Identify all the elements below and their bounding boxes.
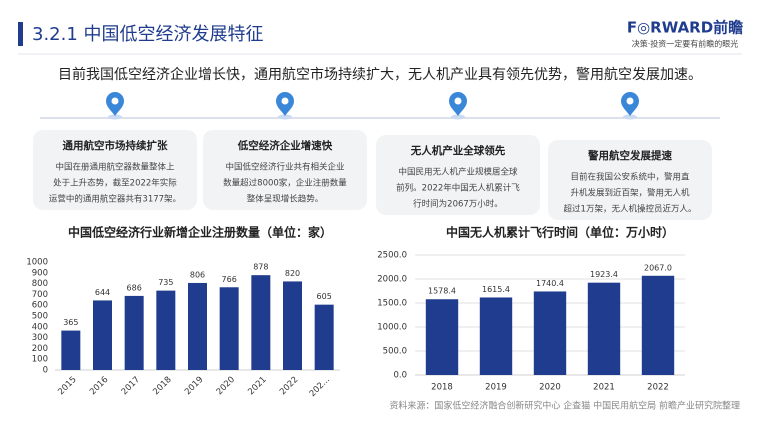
value-label: 2067.0 xyxy=(644,263,672,272)
value-label: 365 xyxy=(63,318,78,327)
y-tick-label: 1000 xyxy=(26,258,48,268)
logo: F◎RWARD前瞻 xyxy=(627,19,743,37)
bar xyxy=(641,275,675,375)
value-label: 820 xyxy=(285,269,300,278)
value-label: 1578.4 xyxy=(428,287,456,296)
card-text: 升机发展到近百架，警用无人机 xyxy=(570,188,690,199)
y-tick-label: 2500.0 xyxy=(377,251,407,261)
value-label: 878 xyxy=(253,263,268,272)
pin-shadow xyxy=(623,114,637,120)
y-tick-label: 800 xyxy=(32,279,48,289)
x-tick-label: 2021 xyxy=(593,383,615,393)
card-text: 运营中的通用航空器共有3177架。 xyxy=(49,194,181,205)
card-text: 处于上升态势，截至2022年实际 xyxy=(53,178,177,189)
bar xyxy=(314,304,334,370)
bar xyxy=(479,297,513,375)
y-tick-label: 1000.0 xyxy=(377,323,407,333)
bar xyxy=(587,282,621,375)
value-label: 735 xyxy=(158,278,173,287)
pin-shadow xyxy=(108,114,122,120)
card xyxy=(203,130,367,210)
chart-title: 中国低空经济行业新增企业注册数量（单位：家） xyxy=(68,225,332,240)
x-tick-label: 2018 xyxy=(431,383,453,393)
value-label: 644 xyxy=(95,288,110,297)
bar xyxy=(188,282,207,370)
bar xyxy=(156,290,176,370)
bar xyxy=(251,275,271,370)
slide-title: 3.2.1 中国低空经济发展特征 xyxy=(32,24,264,45)
x-tick-label: 2019 xyxy=(485,383,507,393)
y-tick-label: 500.0 xyxy=(383,347,407,357)
card-text: 中国在册通用航空器数量整体上 xyxy=(55,162,175,173)
card-text: 目前在我国公安系统中，警用直 xyxy=(570,172,690,183)
y-tick-label: 600 xyxy=(32,301,48,311)
y-tick-label: 100 xyxy=(32,355,48,365)
pin-dot xyxy=(281,97,289,105)
y-tick-label: 1500.0 xyxy=(377,299,407,309)
pin-shadow xyxy=(451,114,465,120)
summary: 目前我国低空经济企业增长快，通用航空市场持续扩大，无人机产业具有领先优势，警用航… xyxy=(58,66,702,83)
chart-title: 中国无人机累计飞行时间（单位：万小时） xyxy=(446,225,674,240)
y-tick-label: 900 xyxy=(32,268,48,278)
y-tick-label: 0.0 xyxy=(393,371,407,381)
value-label: 766 xyxy=(222,275,237,284)
card-text: 中国低空经济行业共有相关企业 xyxy=(225,162,344,173)
card-title: 无人机产业全球领先 xyxy=(410,144,506,157)
card xyxy=(33,130,197,210)
y-tick-label: 2000.0 xyxy=(377,275,407,285)
card-text: 整体呈现增长趋势。 xyxy=(247,194,324,205)
y-tick-label: 300 xyxy=(32,333,48,343)
card-title: 警用航空发展提速 xyxy=(587,149,672,162)
value-label: 1923.4 xyxy=(590,270,618,279)
title-bar xyxy=(18,22,23,46)
card-text: 数量超过8000家，企业注册数量 xyxy=(223,178,347,189)
bar xyxy=(533,291,567,375)
card xyxy=(376,135,540,215)
bar xyxy=(425,299,459,375)
x-tick-label: 2020 xyxy=(539,383,561,393)
pin-dot xyxy=(626,97,634,105)
pin-shadow xyxy=(278,114,292,120)
y-tick-label: 0 xyxy=(43,366,48,376)
bar xyxy=(219,287,239,370)
value-label: 1740.4 xyxy=(536,279,564,288)
pin-dot xyxy=(454,97,462,105)
value-label: 686 xyxy=(127,283,142,292)
card-title: 通用航空市场持续扩张 xyxy=(63,139,168,152)
bar xyxy=(283,281,302,370)
card-title: 低空经济企业增速快 xyxy=(237,139,333,152)
card-text: 超过1万架，无人机操控员近万人。 xyxy=(564,204,697,215)
bar xyxy=(124,295,144,370)
y-tick-label: 400 xyxy=(32,322,48,332)
card xyxy=(548,140,712,220)
bar xyxy=(93,300,112,370)
y-tick-label: 200 xyxy=(32,344,48,354)
pin-dot xyxy=(111,97,119,105)
source: 资料来源：国家低空经济融合创新研究中心 企查猫 中国民用航空局 前瞻产业研究院整… xyxy=(389,400,740,412)
card-text: 中国民用无人机产业规模居全球 xyxy=(398,167,518,178)
card-text: 行时间为2067万小时。 xyxy=(413,199,503,210)
card-text: 前列。2022年中国无人机累计飞 xyxy=(396,183,520,194)
x-tick-label: 2022 xyxy=(647,383,669,393)
value-label: 1615.4 xyxy=(482,285,510,294)
value-label: 605 xyxy=(317,292,332,301)
value-label: 806 xyxy=(190,270,205,279)
y-tick-label: 500 xyxy=(32,312,48,322)
bar xyxy=(61,330,81,370)
y-tick-label: 700 xyxy=(32,290,48,300)
tagline: 决策·投资一定要有前瞻的眼光 xyxy=(632,39,739,49)
